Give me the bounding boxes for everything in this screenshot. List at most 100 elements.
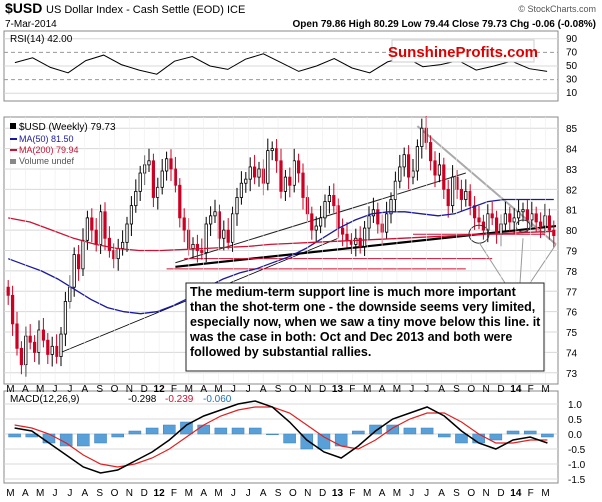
annotation-text-holder: The medium-term support line is much mor… (190, 285, 540, 359)
annotation-pointer (478, 242, 506, 284)
macd-tick-label: 0.5 (568, 415, 582, 426)
macd-x-tick-label: F (349, 488, 355, 499)
macd-x-tick-label: D (141, 488, 148, 499)
brand-box (391, 39, 535, 63)
price-candle-body (318, 217, 323, 227)
annotation-pointer (519, 238, 524, 284)
price-candle-body (24, 335, 28, 366)
price-candle-body (437, 164, 442, 176)
price-candle-body (503, 213, 508, 225)
macd-line (14, 400, 548, 474)
price-candle-body (362, 227, 367, 247)
price-candle-body (310, 213, 314, 231)
macd-x-tick-label: S (96, 488, 103, 499)
price-layer: 85 84 83 82 81 80 79 78 77 76 75 74 73 (4, 116, 578, 380)
price-candle-body (446, 188, 450, 207)
macd-histogram-bar (128, 430, 142, 435)
macd-histogram-bar (266, 433, 279, 436)
watermark: © StockCharts.com (518, 4, 596, 14)
macd-histogram-bar (386, 424, 399, 435)
macd-histogram-bar (94, 433, 107, 444)
macd-x-tick-label: 14 (510, 488, 522, 499)
annotation-frame (185, 282, 545, 372)
macd-histogram-bar (8, 433, 21, 438)
price-candle-body (406, 154, 411, 178)
price-candle-body (301, 172, 305, 198)
macd-x-tick-label: J (231, 488, 236, 499)
price-x-tick-label: J (409, 384, 414, 395)
price-candle-body (358, 237, 362, 247)
price-candle-body (222, 229, 226, 239)
price-candle-body (147, 160, 151, 166)
price-x-tick-label: F (349, 384, 355, 395)
macd-histogram-bar (438, 433, 451, 438)
price-x-tick-label: F (528, 384, 534, 395)
price-candle-body (455, 176, 459, 190)
price-candle-body (217, 211, 222, 239)
price-candle-body (120, 241, 125, 249)
volume-legend-swatch (10, 159, 16, 164)
price-x-tick-label: A (260, 384, 267, 395)
price-candle-body (450, 176, 455, 207)
price-tick-label: 84 (566, 145, 578, 156)
macd-x-tick-label: J (424, 488, 429, 499)
price-candle-body (239, 182, 244, 198)
macd-histogram-bar (489, 433, 503, 441)
price-candle-body (81, 239, 85, 270)
macd-x-tick-label: M (6, 488, 14, 499)
price-candle-body (345, 233, 349, 241)
price-candle-body (244, 178, 248, 184)
price-candle-body (288, 176, 292, 186)
chart-header: $USD US Dollar Index - Cash Settle (EOD)… (5, 0, 596, 30)
macd-histogram-bar (214, 427, 228, 435)
price-candle-body (226, 229, 230, 243)
macd-tick-label: 0.0 (568, 430, 582, 441)
macd-signal-value: -0.239 (165, 394, 194, 405)
price-candle-body (472, 205, 477, 219)
price-candle-body (248, 166, 252, 180)
price-x-tick-label: J (53, 384, 58, 395)
rsi-tick-label: 70 (566, 47, 578, 58)
ma200-legend-label: MA(200) 79.94 (19, 145, 79, 155)
price-candle-body (28, 335, 32, 343)
price-candle-body (19, 347, 24, 366)
macd-x-tick-label: J (246, 488, 251, 499)
price-x-tick-label: S (275, 384, 282, 395)
price-x-tick-label: M (214, 384, 222, 395)
price-candle-body (296, 160, 301, 174)
macd-histogram-bar (523, 430, 537, 435)
price-x-tick-label: N (304, 384, 311, 395)
price-tick-label: 81 (566, 206, 578, 217)
price-candle-body (125, 223, 129, 243)
macd-x-tick-label: N (304, 488, 311, 499)
price-x-tick-label: J (246, 384, 251, 395)
price-legend: $USD (Weekly) 79.73 MA(50) 81.50 MA(200)… (10, 122, 116, 166)
price-candle-body (490, 213, 494, 219)
price-x-tick-label: 14 (510, 384, 522, 395)
price-tick-label: 76 (566, 308, 578, 319)
macd-histogram-bar (352, 430, 365, 435)
macd-x-tick-label: M (541, 488, 549, 499)
price-candle-body (538, 221, 543, 227)
macd-tick-label: -1.0 (568, 460, 586, 471)
price-candle-body (274, 148, 279, 162)
price-candle-body (371, 209, 376, 217)
macd-histogram-bar (111, 433, 124, 438)
macd-histogram-bar (455, 433, 468, 444)
macd-x-tick-label: 12 (154, 488, 166, 499)
macd-histogram-bar (541, 433, 554, 438)
price-candle-body (433, 160, 437, 176)
ma50-legend-label: MA(50) 81.50 (19, 134, 74, 144)
price-candle-body (525, 209, 530, 221)
price-legend-label: $USD (Weekly) 79.73 (19, 122, 116, 133)
price-candle-body (279, 160, 283, 192)
price-candle-body (195, 243, 200, 251)
price-candle-body (230, 213, 235, 243)
macd-x-tick-label: A (260, 488, 267, 499)
macd-x-tick-label: N (126, 488, 133, 499)
rsi-tick-label: 10 (566, 88, 578, 99)
price-legend-swatch (10, 123, 16, 129)
macd-histogram-bar (197, 424, 210, 435)
price-candle-body (107, 237, 112, 251)
price-x-tick-label: A (438, 384, 445, 395)
